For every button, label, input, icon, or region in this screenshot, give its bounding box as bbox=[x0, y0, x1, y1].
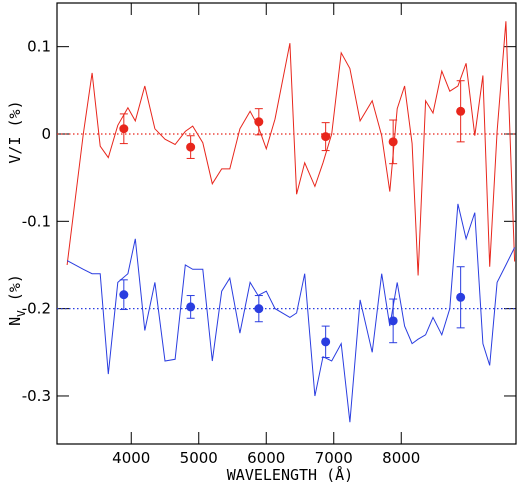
x-axis-label: WAVELENGTH (Å) bbox=[227, 465, 353, 484]
y-axis-label: NV (%) bbox=[6, 274, 28, 326]
y-tick-label: 0.1 bbox=[27, 38, 51, 56]
y-axis-label: V/I (%) bbox=[6, 100, 24, 163]
data-point bbox=[321, 132, 331, 142]
y-tick-label: -0.2 bbox=[22, 300, 51, 318]
data-point bbox=[321, 337, 331, 347]
data-point bbox=[119, 290, 129, 300]
data-point bbox=[254, 117, 264, 127]
data-line bbox=[66, 203, 516, 423]
x-tick-label: 6000 bbox=[247, 449, 285, 467]
y-label-rest: (%) bbox=[6, 274, 24, 310]
data-point bbox=[119, 124, 129, 134]
data-point bbox=[186, 142, 196, 152]
data-point bbox=[456, 292, 466, 302]
x-tick-label: 7000 bbox=[315, 449, 353, 467]
data-line bbox=[66, 21, 516, 276]
x-tick-label: 8000 bbox=[382, 449, 420, 467]
data-point bbox=[388, 137, 398, 147]
y-tick-label: -0.1 bbox=[22, 212, 51, 230]
y-label-text: N bbox=[6, 317, 24, 326]
x-tick-label: 4000 bbox=[112, 449, 150, 467]
data-point bbox=[388, 316, 398, 326]
x-tick-label: 5000 bbox=[180, 449, 218, 467]
y-tick-label: 0 bbox=[41, 125, 51, 143]
y-label-sub: V bbox=[15, 310, 28, 317]
y-label-text: V/I (%) bbox=[6, 100, 24, 163]
data-point bbox=[456, 106, 466, 116]
plot-frame bbox=[56, 2, 517, 445]
data-point bbox=[254, 304, 264, 314]
data-point bbox=[186, 302, 196, 312]
y-tick-label: -0.3 bbox=[22, 387, 51, 405]
